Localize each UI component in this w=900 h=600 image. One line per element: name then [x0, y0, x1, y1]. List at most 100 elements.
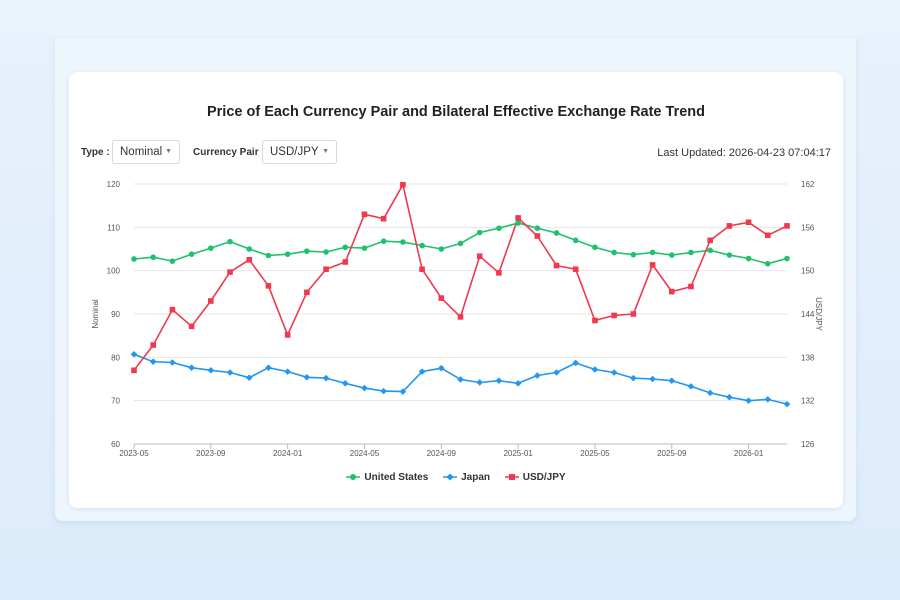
type-select[interactable]: Nominal ▼	[112, 140, 180, 164]
data-point	[745, 255, 752, 262]
top-band	[0, 0, 900, 38]
type-label: Type :	[81, 147, 110, 158]
data-point	[188, 364, 195, 372]
data-point	[265, 283, 272, 289]
data-point	[188, 251, 195, 257]
data-point	[457, 314, 464, 320]
data-point	[726, 252, 733, 258]
data-point	[592, 317, 598, 324]
data-point	[745, 397, 752, 404]
data-point	[764, 232, 771, 239]
data-point	[419, 266, 425, 273]
data-point	[342, 244, 349, 251]
line-chart: 60 70 80 90 100 110 120 126 132 138 144 150 156 162 20…	[91, 180, 823, 458]
data-point	[553, 262, 560, 269]
x-tick-label: 2026-01	[734, 449, 764, 458]
data-point	[437, 364, 445, 372]
y-left-tick-label: 110	[107, 223, 120, 232]
x-tick-label: 2024-01	[273, 449, 303, 458]
data-point	[496, 270, 502, 276]
data-point	[150, 254, 157, 261]
data-point	[323, 266, 329, 273]
x-tick-label: 2025-05	[580, 449, 610, 458]
data-point	[668, 252, 675, 258]
data-point	[400, 239, 406, 245]
data-point	[630, 311, 637, 317]
data-point	[784, 255, 790, 262]
x-tick-label: 2025-01	[503, 449, 533, 458]
data-point	[495, 377, 503, 385]
data-point	[784, 223, 790, 229]
data-point	[592, 244, 598, 251]
legend-marker-diamond	[443, 473, 458, 481]
data-point	[611, 312, 617, 319]
data-point	[572, 266, 579, 273]
chart-title: Price of Each Currency Pair and Bilatera…	[206, 104, 706, 120]
y-axis-left-title: Nominal	[91, 299, 100, 329]
data-point	[496, 225, 502, 231]
data-point	[380, 215, 387, 222]
legend: United States Japan USD/JPY	[69, 472, 843, 483]
data-point	[361, 384, 368, 392]
legend-label: Japan	[461, 472, 490, 483]
x-tick-label: 2023-09	[196, 449, 226, 458]
data-point	[342, 259, 349, 265]
data-point	[515, 215, 521, 221]
data-point	[208, 298, 214, 304]
type-select-value: Nominal	[120, 146, 163, 158]
data-point	[169, 359, 176, 366]
data-point	[534, 225, 541, 231]
y-left-tick-label: 100	[107, 267, 121, 276]
data-point	[514, 380, 522, 387]
data-point	[438, 246, 445, 252]
x-tick-label: 2025-09	[657, 449, 687, 458]
currency-pair-select[interactable]: USD/JPY ▼	[262, 140, 337, 164]
x-tick-label: 2024-09	[427, 449, 457, 458]
data-point	[476, 379, 484, 386]
data-point	[207, 367, 215, 374]
y-axis-right-title: USD/JPY	[814, 297, 823, 331]
data-point	[188, 323, 195, 330]
data-point	[130, 351, 138, 358]
data-point	[745, 219, 752, 226]
data-point	[476, 253, 483, 260]
data-point	[764, 260, 771, 267]
chevron-down-icon: ▼	[322, 148, 329, 155]
y-right-tick-label: 132	[801, 397, 815, 406]
data-point	[227, 269, 233, 275]
data-point	[149, 358, 157, 365]
data-point	[457, 376, 464, 383]
data-point	[726, 223, 733, 229]
legend-item-japan[interactable]: Japan	[443, 472, 490, 483]
y-left-tick-label: 90	[111, 310, 120, 319]
data-point	[706, 389, 714, 397]
currency-pair-select-value: USD/JPY	[270, 146, 319, 158]
last-updated: Last Updated: 2026-04-23 07:04:17	[657, 147, 831, 159]
y-right-tick-label: 138	[801, 353, 815, 362]
data-point	[630, 374, 637, 382]
legend-marker-circle	[346, 474, 361, 481]
y-right-tick-label: 156	[801, 223, 815, 232]
data-point	[284, 368, 291, 375]
data-point	[418, 368, 426, 375]
legend-item-united-states[interactable]: United States	[346, 472, 428, 483]
axes: 60 70 80 90 100 110 120 126 132 138 144 150 156 162 20…	[107, 180, 815, 458]
data-point	[688, 283, 694, 290]
legend-item-usd-jpy[interactable]: USD/JPY	[504, 472, 566, 483]
data-point	[265, 364, 272, 372]
data-point	[208, 245, 214, 251]
data-point	[649, 262, 656, 268]
series-line-usd-jpy	[133, 183, 788, 371]
data-point	[438, 295, 445, 301]
data-point	[131, 367, 137, 374]
y-right-tick-label: 162	[801, 180, 815, 189]
data-point	[688, 249, 694, 256]
y-left-tick-label: 80	[111, 353, 120, 362]
y-right-tick-label: 150	[801, 267, 815, 276]
data-point	[707, 237, 713, 244]
data-point	[649, 249, 656, 256]
series-markers	[130, 181, 791, 408]
grid-lines	[134, 183, 787, 445]
legend-label: United States	[364, 472, 429, 483]
data-point	[707, 247, 713, 254]
